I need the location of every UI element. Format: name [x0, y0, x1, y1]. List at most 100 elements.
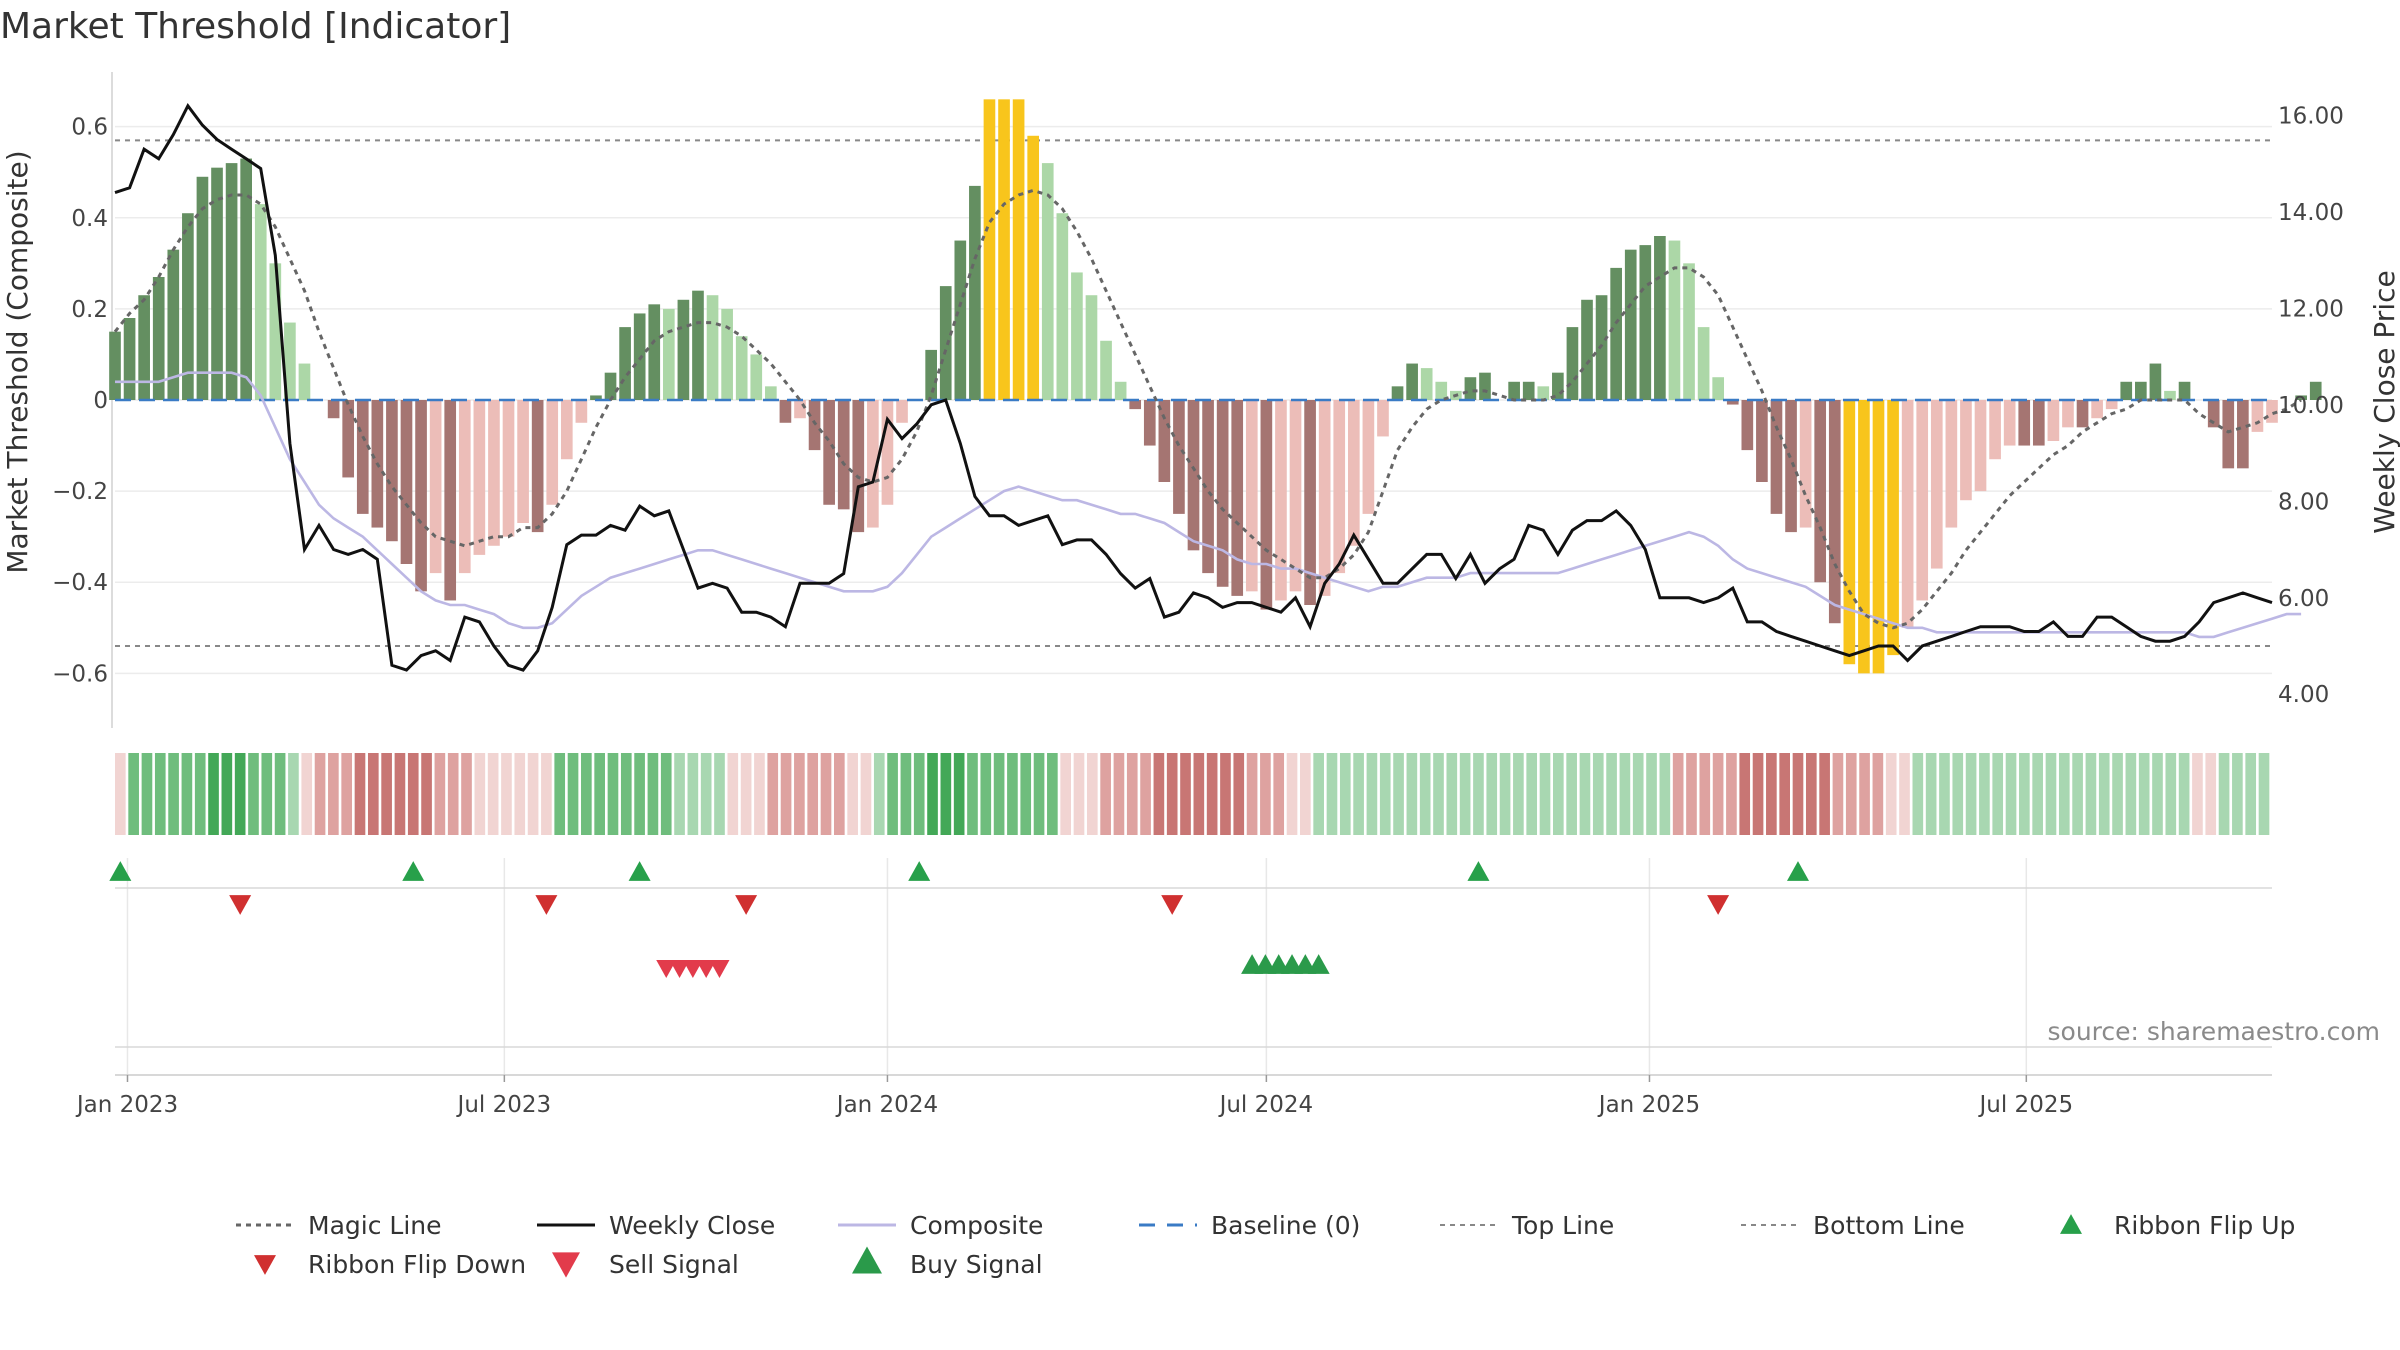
histogram-bar [1377, 400, 1389, 437]
legend-swatch [552, 1252, 580, 1278]
composite-line [115, 371, 2302, 639]
histogram-bar [779, 400, 792, 423]
histogram-bar [2251, 400, 2264, 432]
right-tick-label: 10.00 [2278, 393, 2344, 419]
histogram-bar [2076, 400, 2089, 428]
ribbon-cell [1872, 753, 1884, 835]
histogram-bar [823, 400, 835, 505]
ribbon-cell [1446, 753, 1458, 835]
ribbon-cell [367, 753, 379, 835]
ribbon-cell [873, 753, 885, 835]
histogram-bar [939, 286, 952, 400]
histogram-bar [1187, 400, 1200, 551]
ribbon-cell [1499, 753, 1511, 835]
histogram-bar [342, 400, 355, 478]
ribbon-cell [2245, 753, 2257, 835]
ribbon-cell [381, 753, 392, 835]
ribbon-cell [2085, 753, 2097, 835]
histogram-bar [954, 240, 967, 400]
ribbon-cell [301, 753, 313, 835]
histogram-bar [1275, 400, 1287, 601]
left-tick-label: 0.4 [71, 206, 108, 232]
ribbon-cell [1712, 753, 1724, 835]
ribbon-cell [1086, 753, 1098, 835]
ribbon-cell [1672, 753, 1684, 835]
sell-signal-marker [669, 960, 690, 978]
ribbon-cell [1779, 753, 1791, 835]
ribbon-cell [834, 753, 845, 835]
histogram-bar [1420, 368, 1433, 400]
histogram-bar [1260, 400, 1273, 610]
ribbon-cell [194, 753, 206, 835]
ribbon-flip-down-marker [535, 895, 558, 915]
histogram-bar [502, 400, 515, 537]
histogram-bar [1683, 263, 1695, 400]
histogram-bar [1901, 400, 1914, 628]
ribbon-cell [1246, 753, 1258, 835]
histogram-bar [706, 295, 719, 400]
date-axis: Jan 2023 Jul 2023 Jan 2024 Jul 2024 Jan 2025… [75, 1074, 2272, 1118]
histogram-bar [2047, 400, 2060, 441]
histogram-bar [1085, 295, 1098, 400]
sell-signal-marker [709, 960, 730, 978]
ribbon-cell [2232, 753, 2243, 835]
histogram-bar [1522, 381, 1535, 400]
ribbon-cell [1805, 753, 1817, 835]
histogram-bar [1537, 386, 1550, 400]
histogram-bar [1741, 400, 1754, 451]
ribbon-cell [487, 753, 499, 835]
legend-label: Top Line [1511, 1211, 1614, 1240]
legend-item-magic: Magic Line [236, 1211, 442, 1240]
ribbon-cell [1526, 753, 1538, 835]
ribbon-cell [221, 753, 233, 835]
right-axis-ticks: 16.00 14.00 12.00 10.00 8.00 6.00 4.00 [2278, 103, 2344, 708]
sell-signal-marker [656, 960, 677, 978]
histogram-bar [2003, 400, 2016, 446]
histogram-bar [765, 386, 777, 400]
histogram-bar [1989, 400, 2001, 460]
histogram-bar [458, 400, 471, 574]
histogram-bar [1552, 372, 1564, 400]
ribbon-cell [1206, 753, 1218, 835]
histogram-bar [138, 295, 150, 400]
ribbon-cell [181, 753, 193, 835]
histogram-bar [1960, 400, 1972, 501]
histogram-bar [677, 299, 690, 400]
signal-panel-gridlines [115, 858, 2272, 1075]
histogram-bars [109, 99, 2322, 674]
left-axis-ticks: 0.6 0.4 0.2 0 −0.2 −0.4 −0.6 [52, 115, 108, 688]
histogram-bar [386, 400, 398, 542]
histogram-bar [794, 400, 806, 419]
ribbon-cell [740, 753, 752, 835]
histogram-bar [1289, 400, 1302, 592]
ribbon-cell [461, 753, 472, 835]
histogram-bar [1610, 267, 1622, 400]
ribbon-cell [927, 753, 938, 835]
right-tick-label: 6.00 [2278, 586, 2329, 612]
x-tick-label: Jan 2024 [835, 1092, 938, 1118]
ribbon-flip-up-marker [402, 861, 425, 881]
histogram-bar [867, 400, 879, 528]
histogram-bar [1566, 327, 1579, 400]
histogram-bar [109, 331, 121, 400]
histogram-bar [1347, 400, 1360, 546]
ribbon-cell [1859, 753, 1870, 835]
ribbon-cell [1899, 753, 1910, 835]
ribbon-cell [1659, 753, 1671, 835]
ribbon-flip-down-marker [1161, 895, 1184, 915]
ribbon-cell [1047, 753, 1058, 835]
weekly-close-line [114, 102, 2273, 672]
ribbon-cell [527, 753, 539, 835]
ribbon-cell [1979, 753, 1990, 835]
histogram-bar [196, 176, 209, 400]
ribbon-cell [1406, 753, 1418, 835]
ribbon-cell [1260, 753, 1271, 835]
histogram-bar [1173, 400, 1185, 514]
left-tick-label: 0.6 [71, 115, 108, 141]
ribbon-cell [1113, 753, 1125, 835]
ribbon-cell [567, 753, 579, 835]
ribbon-cell [1766, 753, 1777, 835]
ribbon-flip-down-marker [735, 895, 758, 915]
histogram-bar [546, 400, 559, 505]
histogram-bar [356, 400, 369, 514]
